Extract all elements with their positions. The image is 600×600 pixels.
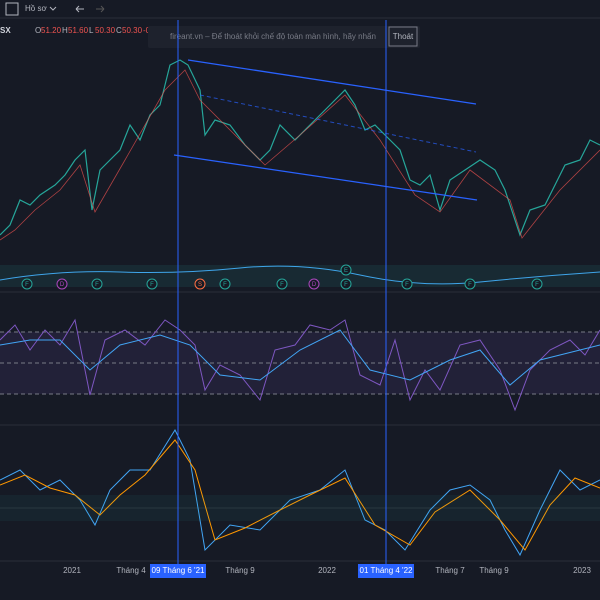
profile-button[interactable]: Hồ sơ — [25, 4, 47, 13]
x-axis-label: 2021 — [63, 566, 81, 575]
crosshair-label-bg — [150, 564, 206, 578]
marker-circle — [531, 278, 543, 290]
marker-label: D — [60, 282, 65, 288]
marker-circle — [340, 278, 352, 290]
marker-label: F — [95, 282, 99, 288]
rsi-line — [0, 318, 600, 412]
icon[interactable] — [5, 2, 19, 16]
macd-histogram — [0, 495, 600, 521]
ohlc-key: O — [35, 26, 41, 35]
ohlc-key: H — [62, 26, 68, 35]
x-axis-label: Tháng 4 — [116, 566, 146, 575]
x-axis-label: Tháng 7 — [435, 566, 465, 575]
channel-middle — [199, 94, 477, 153]
marker-circle — [146, 278, 158, 290]
marker-circle — [340, 264, 352, 276]
marker-label: F — [405, 282, 409, 288]
marker-circle — [464, 278, 476, 290]
exit-label[interactable]: Thoát — [393, 32, 414, 41]
marker-label: F — [468, 282, 472, 288]
price-line-down — [0, 69, 600, 241]
ohlc-key: C — [116, 26, 122, 35]
rsi-ma — [0, 329, 600, 386]
undo[interactable] — [75, 5, 84, 13]
toast — [148, 26, 420, 48]
macd-line — [0, 428, 600, 557]
exit-button[interactable] — [388, 26, 418, 47]
marker-circle — [56, 278, 68, 290]
symbol: SX — [0, 26, 11, 35]
volume-ma — [0, 265, 600, 285]
price-line — [0, 59, 600, 237]
channel-upper — [187, 59, 477, 105]
ohlc-value: 51.20 — [41, 26, 62, 35]
marker-circle — [219, 278, 231, 290]
signal-line — [0, 439, 600, 551]
marker-circle — [194, 278, 206, 290]
marker-circle — [276, 278, 288, 290]
marker-label: E — [344, 268, 348, 274]
x-axis-label: Tháng 9 — [225, 566, 255, 575]
x-axis-label: Tháng 9 — [479, 566, 509, 575]
redo[interactable] — [96, 5, 105, 13]
crosshair-label-bg — [358, 564, 414, 578]
marker-label: S — [198, 282, 202, 288]
ohlc-key: L — [89, 26, 94, 35]
marker-circle — [91, 278, 103, 290]
marker-label: F — [280, 282, 284, 288]
marker-circle — [21, 278, 33, 290]
crosshair-label: 01 Tháng 4 '22 — [360, 566, 414, 575]
toolbar — [0, 0, 600, 18]
crosshair-label: 09 Tháng 6 '21 — [152, 566, 206, 575]
marker-circle — [401, 278, 413, 290]
x-axis-label: 2023 — [573, 566, 591, 575]
marker-label: D — [312, 282, 317, 288]
x-axis-label: 2022 — [318, 566, 336, 575]
marker-label: F — [344, 282, 348, 288]
ohlc-value: 51.60 — [68, 26, 89, 35]
marker-label: F — [223, 282, 227, 288]
marker-label: F — [25, 282, 29, 288]
toast-message: fireant.vn – Để thoát khỏi chế độ toàn m… — [170, 32, 376, 41]
ohlc-value: 50.30 — [122, 26, 143, 35]
dropdown-arrow — [49, 6, 57, 11]
marker-circle — [308, 278, 320, 290]
channel-lower — [173, 154, 478, 201]
volume-bars — [0, 265, 600, 287]
x-axis: 2021 Tháng 4 Tháng 9 2022 Tháng 7 Tháng 9 2023… — [63, 564, 591, 578]
event-markers: F D F F S F F D F E F F F — [21, 264, 543, 290]
marker-label: F — [535, 282, 539, 288]
ohlc-value: 50.30 — [95, 26, 116, 35]
marker-label: F — [150, 282, 154, 288]
